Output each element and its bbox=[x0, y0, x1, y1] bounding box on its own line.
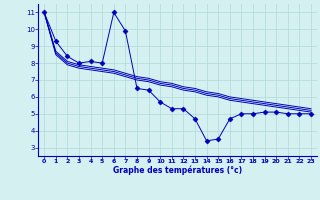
X-axis label: Graphe des températures (°c): Graphe des températures (°c) bbox=[113, 166, 242, 175]
